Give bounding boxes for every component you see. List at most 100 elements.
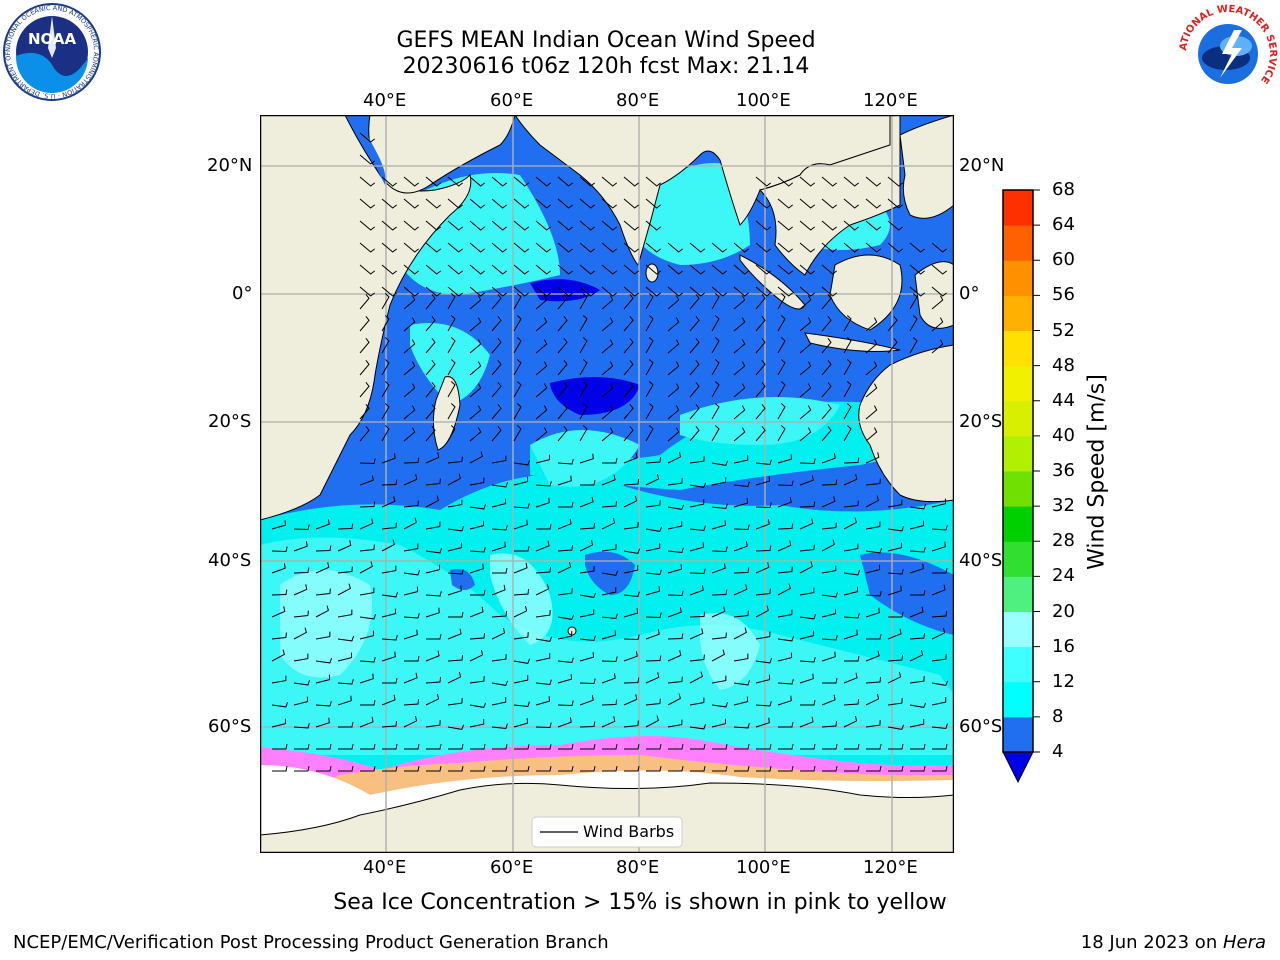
wind-barb: [469, 649, 484, 662]
wind-barb: [469, 477, 485, 486]
wind-barb: [623, 565, 639, 574]
wind-barb: [513, 632, 529, 640]
wind-barb: [580, 744, 596, 750]
wind-barb: [381, 721, 398, 728]
wind-barb: [821, 565, 837, 574]
wind-barb: [909, 293, 918, 310]
wind-barb: [491, 723, 508, 730]
wind-barb: [821, 522, 837, 530]
wind-barb: [645, 176, 662, 187]
nws-logo: NATIONAL WEATHER SERVICE: [1176, 2, 1278, 99]
wind-barb: [513, 503, 530, 509]
wind-barb: [557, 286, 574, 297]
wind-barb: [513, 337, 522, 354]
wind-barb: [557, 264, 574, 275]
wind-barb: [645, 526, 663, 532]
wind-barb: [337, 636, 355, 642]
wind-barb: [755, 220, 772, 231]
wind-barb: [645, 359, 654, 376]
wind-barb: [535, 567, 552, 574]
wind-barb: [777, 315, 786, 332]
wind-barb: [425, 176, 442, 187]
wind-barb: [403, 427, 416, 442]
wind-barb: [469, 633, 486, 640]
wind-barb: [755, 403, 766, 420]
wind-barb: [821, 425, 832, 442]
wind-barb: [910, 744, 926, 750]
wind-barb: [689, 293, 700, 310]
wind-barb: [558, 744, 574, 750]
colorbar-segment: [1003, 611, 1033, 648]
wind-barb: [733, 627, 747, 640]
wind-barb: [535, 405, 548, 420]
footer-host: Hera: [1222, 932, 1266, 953]
wind-barb: [425, 548, 443, 554]
wind-barb: [909, 649, 924, 662]
wind-barb: [777, 583, 791, 596]
wind-barb: [337, 583, 351, 596]
wind-barb: [733, 383, 746, 398]
wind-barb: [513, 220, 530, 231]
wind-barb: [359, 425, 370, 442]
wind-barb: [425, 286, 442, 297]
wind-barb: [294, 766, 310, 772]
wind-barb: [579, 609, 595, 618]
wind-barb: [381, 337, 390, 354]
wind-barb: [689, 611, 706, 618]
wind-barb: [580, 480, 596, 486]
wind-barb: [843, 198, 860, 209]
wind-barb: [689, 425, 700, 442]
wind-barb: [865, 564, 881, 574]
wind-barb: [777, 198, 794, 209]
wind-core-2: [490, 553, 553, 645]
bay-of-bengal-winds: [630, 163, 750, 265]
wind-barb: [624, 766, 640, 772]
wind-barb: [381, 635, 398, 641]
wind-barb: [293, 627, 307, 640]
wind-barb: [382, 766, 398, 772]
wind-barb: [733, 610, 749, 618]
wind-barb: [425, 677, 442, 684]
wind-barb: [755, 381, 766, 398]
wind-barb: [381, 198, 398, 209]
wind-barb: [536, 524, 552, 530]
wind-barb: [602, 458, 618, 464]
wind-barb: [338, 722, 354, 728]
wind-barb: [293, 723, 310, 729]
lat-tick-right-60s: 60°S: [959, 716, 1003, 737]
wind-barb: [271, 520, 287, 530]
colorbar-tick-label: 12: [1052, 670, 1075, 692]
lon-tick-bottom-40e: 40°E: [363, 857, 407, 878]
wind-barb: [733, 541, 748, 552]
wind-barb: [403, 672, 418, 684]
wind-barb: [777, 454, 793, 464]
wind-barb: [777, 220, 794, 231]
wind-barb: [689, 585, 704, 596]
wind-barb: [865, 405, 878, 420]
wind-barb: [777, 523, 794, 530]
wind-barb: [403, 570, 421, 576]
wind-barb: [843, 315, 852, 332]
wind-barb: [645, 381, 654, 398]
wind-barb: [667, 693, 681, 706]
lat-tick-right-0: 0°: [959, 283, 980, 304]
wind-barb: [755, 286, 772, 297]
wind-barb: [557, 518, 572, 530]
wind-barb: [601, 264, 618, 275]
wind-barb: [843, 699, 860, 706]
wind-barb: [843, 517, 857, 530]
wind-barb: [491, 584, 506, 596]
wind-barb: [557, 614, 575, 620]
wind-barb: [535, 220, 552, 231]
wind-barb: [711, 606, 726, 618]
wind-barb: [425, 607, 440, 618]
wind-barb: [271, 546, 288, 553]
wind-barb: [293, 524, 310, 531]
wind-barb: [469, 702, 487, 708]
wind-barb: [711, 425, 720, 442]
wind-barb: [623, 264, 640, 275]
wind-barb: [888, 612, 904, 618]
wind-barb: [777, 425, 786, 442]
wind-barb: [403, 629, 418, 640]
wind-barb: [711, 403, 720, 420]
